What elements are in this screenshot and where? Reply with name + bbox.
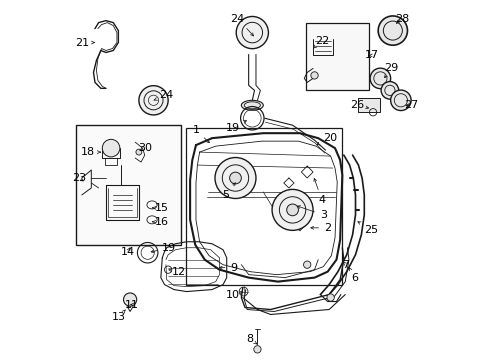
Circle shape: [139, 86, 168, 115]
Circle shape: [230, 172, 242, 184]
Text: 22: 22: [313, 36, 329, 48]
Circle shape: [123, 293, 137, 306]
Circle shape: [136, 149, 142, 155]
Text: 21: 21: [75, 37, 95, 48]
Text: 12: 12: [169, 267, 186, 276]
Text: 29: 29: [384, 63, 398, 78]
Text: 26: 26: [350, 100, 368, 110]
Circle shape: [303, 261, 311, 268]
Circle shape: [381, 82, 399, 99]
Text: 23: 23: [72, 173, 86, 183]
Text: 14: 14: [121, 247, 135, 257]
Circle shape: [311, 72, 318, 79]
Circle shape: [102, 139, 120, 157]
Text: 28: 28: [395, 14, 410, 24]
Circle shape: [215, 158, 256, 198]
Text: 4: 4: [314, 179, 325, 205]
Text: 15: 15: [152, 203, 170, 213]
Text: 19: 19: [151, 243, 176, 253]
Text: 20: 20: [317, 133, 338, 145]
Text: 5: 5: [222, 183, 235, 200]
Bar: [187, 128, 343, 285]
Text: 30: 30: [138, 143, 152, 153]
Ellipse shape: [242, 100, 263, 110]
Text: 17: 17: [365, 50, 379, 60]
Text: 8: 8: [246, 334, 257, 345]
Text: 19: 19: [225, 121, 246, 133]
Text: 18: 18: [80, 147, 100, 157]
Text: 25: 25: [358, 222, 379, 235]
Text: 24: 24: [231, 14, 253, 36]
Text: 1: 1: [193, 125, 209, 143]
Text: 3: 3: [297, 206, 327, 220]
Circle shape: [378, 16, 408, 45]
Text: 24: 24: [154, 90, 174, 100]
Text: 7: 7: [343, 260, 349, 270]
Circle shape: [254, 346, 261, 353]
Bar: [76, 125, 181, 245]
Bar: [306, 23, 369, 90]
Text: 2: 2: [311, 223, 331, 233]
Text: 27: 27: [404, 100, 418, 110]
Circle shape: [327, 294, 334, 301]
Text: 11: 11: [124, 300, 139, 310]
Text: 10: 10: [225, 289, 243, 300]
Circle shape: [370, 68, 391, 89]
Text: 16: 16: [152, 217, 170, 227]
Bar: [359, 98, 380, 112]
Circle shape: [287, 204, 298, 216]
Circle shape: [272, 189, 313, 230]
Circle shape: [236, 17, 269, 49]
Text: 6: 6: [349, 267, 358, 283]
Text: 13: 13: [111, 310, 125, 323]
Text: 9: 9: [220, 263, 238, 273]
Circle shape: [391, 90, 411, 111]
